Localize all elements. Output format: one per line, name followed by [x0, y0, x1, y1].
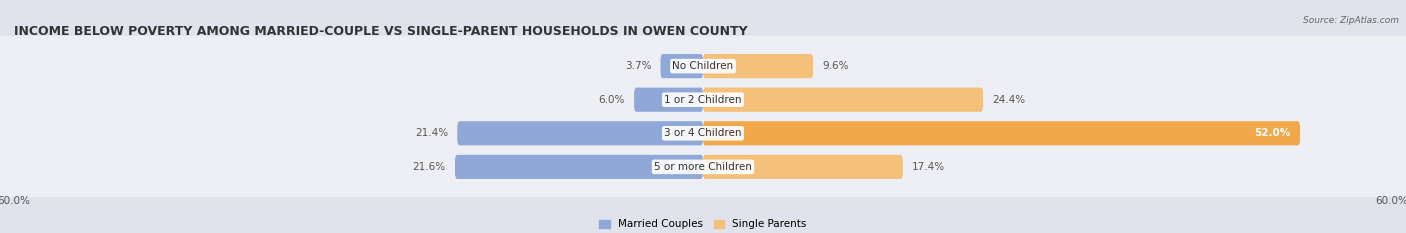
Text: No Children: No Children [672, 61, 734, 71]
Text: 17.4%: 17.4% [912, 162, 945, 172]
FancyBboxPatch shape [0, 69, 1406, 130]
FancyBboxPatch shape [0, 103, 1406, 164]
FancyBboxPatch shape [661, 54, 703, 78]
FancyBboxPatch shape [634, 88, 703, 112]
Text: 52.0%: 52.0% [1254, 128, 1291, 138]
Legend: Married Couples, Single Parents: Married Couples, Single Parents [595, 215, 811, 233]
Text: INCOME BELOW POVERTY AMONG MARRIED-COUPLE VS SINGLE-PARENT HOUSEHOLDS IN OWEN CO: INCOME BELOW POVERTY AMONG MARRIED-COUPL… [14, 25, 748, 38]
Text: 3.7%: 3.7% [624, 61, 651, 71]
FancyBboxPatch shape [0, 36, 1406, 96]
Text: 24.4%: 24.4% [993, 95, 1025, 105]
FancyBboxPatch shape [456, 155, 703, 179]
FancyBboxPatch shape [703, 155, 903, 179]
Text: 6.0%: 6.0% [599, 95, 624, 105]
FancyBboxPatch shape [703, 54, 813, 78]
Text: 1 or 2 Children: 1 or 2 Children [664, 95, 742, 105]
Text: Source: ZipAtlas.com: Source: ZipAtlas.com [1303, 16, 1399, 25]
FancyBboxPatch shape [457, 121, 703, 145]
FancyBboxPatch shape [703, 121, 1301, 145]
Text: 5 or more Children: 5 or more Children [654, 162, 752, 172]
FancyBboxPatch shape [0, 137, 1406, 197]
Text: 21.6%: 21.6% [413, 162, 446, 172]
FancyBboxPatch shape [703, 88, 983, 112]
Text: 3 or 4 Children: 3 or 4 Children [664, 128, 742, 138]
Text: 21.4%: 21.4% [415, 128, 449, 138]
Text: 9.6%: 9.6% [823, 61, 849, 71]
